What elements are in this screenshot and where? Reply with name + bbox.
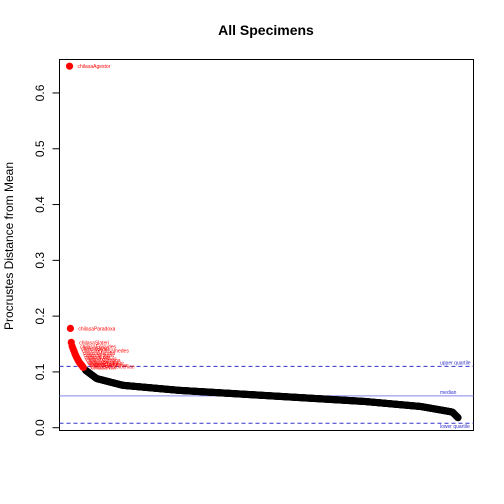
chart-title: All Specimens (218, 22, 314, 38)
lower-quartile-label: lower quartile (440, 424, 470, 430)
outlier-label: chilasaAristolochiae (90, 364, 134, 370)
outlier-label: chilasaMaraho (83, 351, 116, 357)
y-tick-label: 0.6 (33, 84, 47, 101)
outlier-point (79, 363, 87, 372)
outlier-label: chilasaOsmana (86, 358, 121, 364)
outlier-label: chilasaPhilosamedes (82, 349, 129, 355)
outlier-label: chilasaSlateri (79, 340, 109, 346)
outlier-label: chilasaCastor (89, 362, 120, 368)
upper-quartile-label: upper quartile (440, 360, 471, 366)
points (81, 366, 462, 422)
outlier-label: chilasaPeranthus (90, 363, 129, 369)
outlier-label: chilasaElwesi (84, 353, 114, 359)
outlier-label: chilasaAgestor (78, 64, 111, 70)
outlier-label: chilasaBootes (87, 360, 119, 366)
y-tick-label: 0.0 (33, 419, 47, 436)
outlier-point (65, 62, 74, 70)
outlier-label: chilasaParadoxa (78, 326, 115, 332)
y-tick-label: 0.4 (33, 196, 47, 213)
y-tick-label: 0.2 (33, 307, 47, 324)
data-point (454, 414, 462, 422)
outlier-point (66, 324, 75, 333)
outlier-label: chilasaLowi (84, 355, 110, 361)
outlier-label: chilasaRhetenor (88, 361, 124, 367)
y-axis-label: Procrustes Distance from Mean (2, 162, 16, 330)
outlier-label: chilasaEpicydes (80, 344, 116, 350)
plot-area (59, 59, 474, 431)
y-axis: 0.0 0.1 0.2 0.3 0.4 0.5 0.6 (33, 84, 60, 436)
outlier-label: chilasaClytia (81, 346, 109, 352)
outlier-points: chilasaAgestor chilasaParadoxa chilasaSlat… (65, 62, 135, 372)
outlier-label: chilasaNox (91, 365, 116, 371)
y-tick-label: 0.5 (33, 140, 47, 157)
median-label: median (440, 390, 457, 396)
outlier-label: chilasaVeiovis (85, 357, 117, 363)
y-tick-label: 0.1 (33, 363, 47, 380)
y-tick-label: 0.3 (33, 252, 47, 269)
